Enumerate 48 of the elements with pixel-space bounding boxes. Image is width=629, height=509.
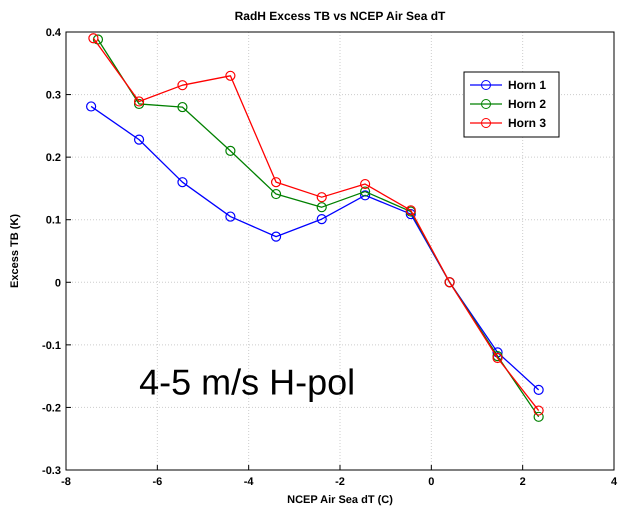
point	[134, 98, 144, 110]
point	[270, 177, 282, 188]
legend-label: Horn 1	[508, 78, 546, 92]
x-axis-title: NCEP Air Sea dT (C)	[287, 494, 394, 506]
point	[270, 232, 282, 242]
y-axis-title: Excess TB (K)	[9, 214, 21, 288]
y-tick-label: 0.3	[46, 90, 61, 102]
x-tick-label: 0	[428, 476, 434, 488]
point	[177, 177, 188, 188]
point	[177, 102, 188, 112]
y-tick-label: 0.4	[46, 27, 62, 39]
point	[88, 33, 98, 44]
point	[316, 192, 327, 202]
point	[360, 178, 370, 190]
point	[270, 188, 282, 200]
point	[360, 186, 370, 197]
point	[316, 214, 327, 224]
point	[534, 405, 544, 416]
point	[225, 146, 236, 156]
point	[534, 384, 544, 396]
x-tick-label: -6	[152, 476, 162, 488]
y-tick-label: 0.2	[46, 152, 61, 164]
point	[134, 96, 144, 107]
y-tick-label: -0.2	[42, 402, 61, 414]
point	[225, 211, 236, 222]
point	[225, 70, 236, 81]
legend-label: Horn 2	[508, 97, 546, 111]
point	[492, 347, 503, 358]
y-tick-label: 0.1	[46, 214, 61, 227]
x-tick-label: 2	[520, 476, 526, 488]
point	[534, 412, 544, 422]
x-tick-label: -4	[244, 476, 254, 488]
x-tick-label: -2	[335, 476, 345, 488]
point	[360, 190, 370, 200]
y-tick-label: -0.3	[42, 465, 61, 477]
y-tick-label: -0.1	[42, 340, 61, 352]
point	[406, 208, 416, 220]
legend-label: Horn 3	[508, 116, 546, 130]
chart-title: RadH Excess TB vs NCEP Air Sea dT	[234, 9, 446, 23]
point	[86, 101, 96, 112]
y-tick-label: 0	[54, 277, 61, 290]
x-tick-label: -8	[61, 476, 71, 488]
point	[92, 34, 104, 45]
point	[134, 134, 144, 145]
x-tick-label: 4	[610, 476, 618, 488]
point	[316, 202, 327, 212]
annotation: 4-5 m/s H-pol	[139, 362, 356, 403]
point	[177, 80, 188, 90]
